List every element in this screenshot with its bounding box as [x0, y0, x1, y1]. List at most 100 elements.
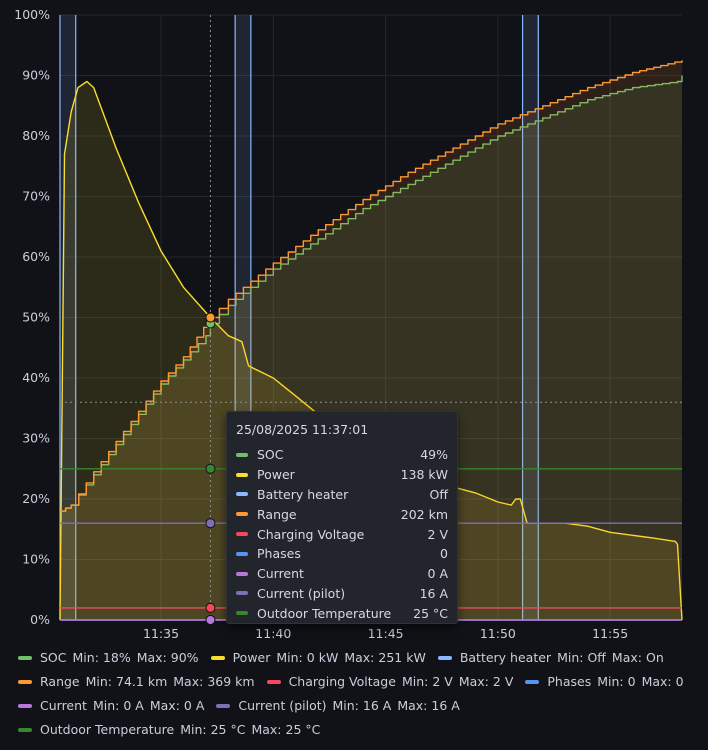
tooltip-label: Outdoor Temperature — [257, 605, 392, 621]
y-tick-label: 100% — [14, 7, 50, 22]
legend-max-label: Max: — [458, 674, 489, 689]
legend-series-name: Current — [40, 698, 87, 713]
tooltip-timestamp: 25/08/2025 11:37:01 — [236, 422, 369, 437]
legend-swatch — [210, 655, 225, 660]
legend-min-label: Min: — [180, 722, 207, 737]
legend-min-label: Min: — [557, 650, 584, 665]
legend-item[interactable]: Charging Voltage Min: 2 V Max: 2 V — [266, 670, 513, 694]
hover-tooltip: 25/08/2025 11:37:01 SOC 49% Power 138 kW Bat… — [226, 411, 458, 624]
legend-max-value: 0 A — [183, 698, 205, 713]
hover-marker-charging-voltage — [205, 602, 216, 613]
hover-marker-current-pilot — [205, 518, 216, 529]
y-tick-label: 90% — [22, 68, 50, 83]
y-tick-label: 10% — [22, 552, 50, 567]
legend-min-label: Min: — [92, 698, 120, 713]
y-tick-label: 0% — [30, 612, 50, 627]
tooltip-label: Current — [257, 566, 304, 582]
legend-item[interactable]: Battery heater Min: Off Max: On — [437, 646, 664, 670]
x-tick-label: 11:35 — [143, 626, 179, 641]
tooltip-value: 16 A — [419, 585, 448, 601]
legend-min-value: 74.1 km — [116, 674, 168, 689]
hover-marker-outdoor-temperature — [205, 463, 216, 474]
legend-series-name: Battery heater — [459, 650, 552, 665]
legend-min-label: Min: — [276, 650, 303, 665]
x-tick-label: 11:45 — [368, 626, 404, 641]
legend-max-value: 0 — [675, 674, 684, 689]
tooltip-value: 0 — [440, 546, 448, 562]
legend-series-name: Range — [40, 674, 80, 689]
legend-min-label: Min: — [597, 674, 624, 689]
legend-series-name: Phases — [547, 674, 592, 689]
legend-min-value: 0 — [627, 674, 636, 689]
chart-legend: SOC Min: 18% Max: 90% Power Min: 0 kW Max: 251 kW… — [18, 646, 702, 742]
tooltip-swatch — [236, 611, 248, 616]
tooltip-row: Current (pilot) 16 A — [236, 584, 448, 604]
legend-item[interactable]: Current (pilot) Min: 16 A Max: 16 A — [216, 694, 460, 718]
legend-max-label: Max: — [611, 650, 642, 665]
legend-max-label: Max: — [251, 722, 282, 737]
legend-item[interactable]: SOC Min: 18% Max: 90% — [18, 646, 199, 670]
tooltip-swatch — [236, 591, 248, 596]
legend-min-value: 16 A — [362, 698, 392, 713]
legend-max-value: 369 km — [207, 674, 255, 689]
legend-min-label: Min: — [401, 674, 429, 689]
legend-min-value: 2 V — [432, 674, 453, 689]
legend-max-label: Max: — [149, 698, 180, 713]
tooltip-label: Current (pilot) — [257, 585, 346, 601]
tooltip-value: 25 °C — [413, 605, 448, 621]
tooltip-swatch — [236, 512, 248, 517]
tooltip-row: Range 202 km — [236, 504, 448, 524]
tooltip-swatch — [236, 492, 248, 497]
tooltip-value: 2 V — [427, 526, 448, 542]
tooltip-swatch — [236, 452, 248, 457]
legend-swatch — [266, 679, 281, 684]
chart-area[interactable]: 0% 10% 20% 30% 40% 50% 60% 70% 80% 90% 100% 11:35 11… — [0, 0, 708, 645]
legend-item[interactable]: Outdoor Temperature Min: 25 °C Max: 25 °C — [18, 718, 320, 742]
legend-swatch — [525, 679, 540, 684]
legend-min-value: 0 A — [123, 698, 144, 713]
x-tick-label: 11:55 — [592, 626, 628, 641]
legend-min-value: 25 °C — [210, 722, 246, 737]
legend-item[interactable]: Phases Min: 0 Max: 0 — [525, 670, 684, 694]
legend-max-label: Max: — [344, 650, 375, 665]
tooltip-label: Range — [257, 506, 297, 522]
tooltip-value: 49% — [420, 447, 448, 463]
legend-max-label: Max: — [397, 698, 428, 713]
tooltip-rows: SOC 49% Power 138 kW Battery heater Off Range 2… — [236, 445, 448, 623]
y-tick-label: 50% — [22, 310, 50, 325]
y-tick-label: 20% — [22, 491, 50, 506]
hover-marker-current — [205, 615, 216, 625]
legend-max-value: 90% — [170, 650, 199, 665]
legend-swatch — [18, 703, 32, 708]
legend-series-name: Current (pilot) — [238, 698, 327, 713]
tooltip-label: Power — [257, 467, 295, 483]
tooltip-row: Outdoor Temperature 25 °C — [236, 603, 448, 623]
tooltip-label: Battery heater — [257, 486, 349, 502]
legend-item[interactable]: Power Min: 0 kW Max: 251 kW — [210, 646, 426, 670]
tooltip-value: 202 km — [400, 506, 448, 522]
legend-series-name: Outdoor Temperature — [40, 722, 175, 737]
legend-max-value: 251 kW — [378, 650, 426, 665]
y-tick-label: 60% — [22, 249, 50, 264]
legend-min-label: Min: — [332, 698, 359, 713]
legend-max-value: On — [645, 650, 664, 665]
legend-series-name: Power — [232, 650, 271, 665]
legend-series-name: Charging Voltage — [288, 674, 396, 689]
x-tick-label: 11:40 — [255, 626, 291, 641]
legend-swatch — [437, 655, 452, 660]
tooltip-row: Charging Voltage 2 V — [236, 524, 448, 544]
tooltip-swatch — [236, 532, 248, 537]
series-area-range — [60, 60, 682, 620]
legend-item[interactable]: Range Min: 74.1 km Max: 369 km — [18, 670, 255, 694]
legend-swatch — [18, 679, 32, 684]
tooltip-row: Phases 0 — [236, 544, 448, 564]
y-tick-label: 70% — [22, 189, 50, 204]
legend-item[interactable]: Current Min: 0 A Max: 0 A — [18, 694, 204, 718]
tooltip-swatch — [236, 571, 248, 576]
legend-swatch — [18, 655, 32, 660]
legend-max-label: Max: — [136, 650, 167, 665]
legend-swatch — [18, 727, 32, 732]
tooltip-row: SOC 49% — [236, 445, 448, 465]
legend-swatch — [216, 703, 231, 708]
